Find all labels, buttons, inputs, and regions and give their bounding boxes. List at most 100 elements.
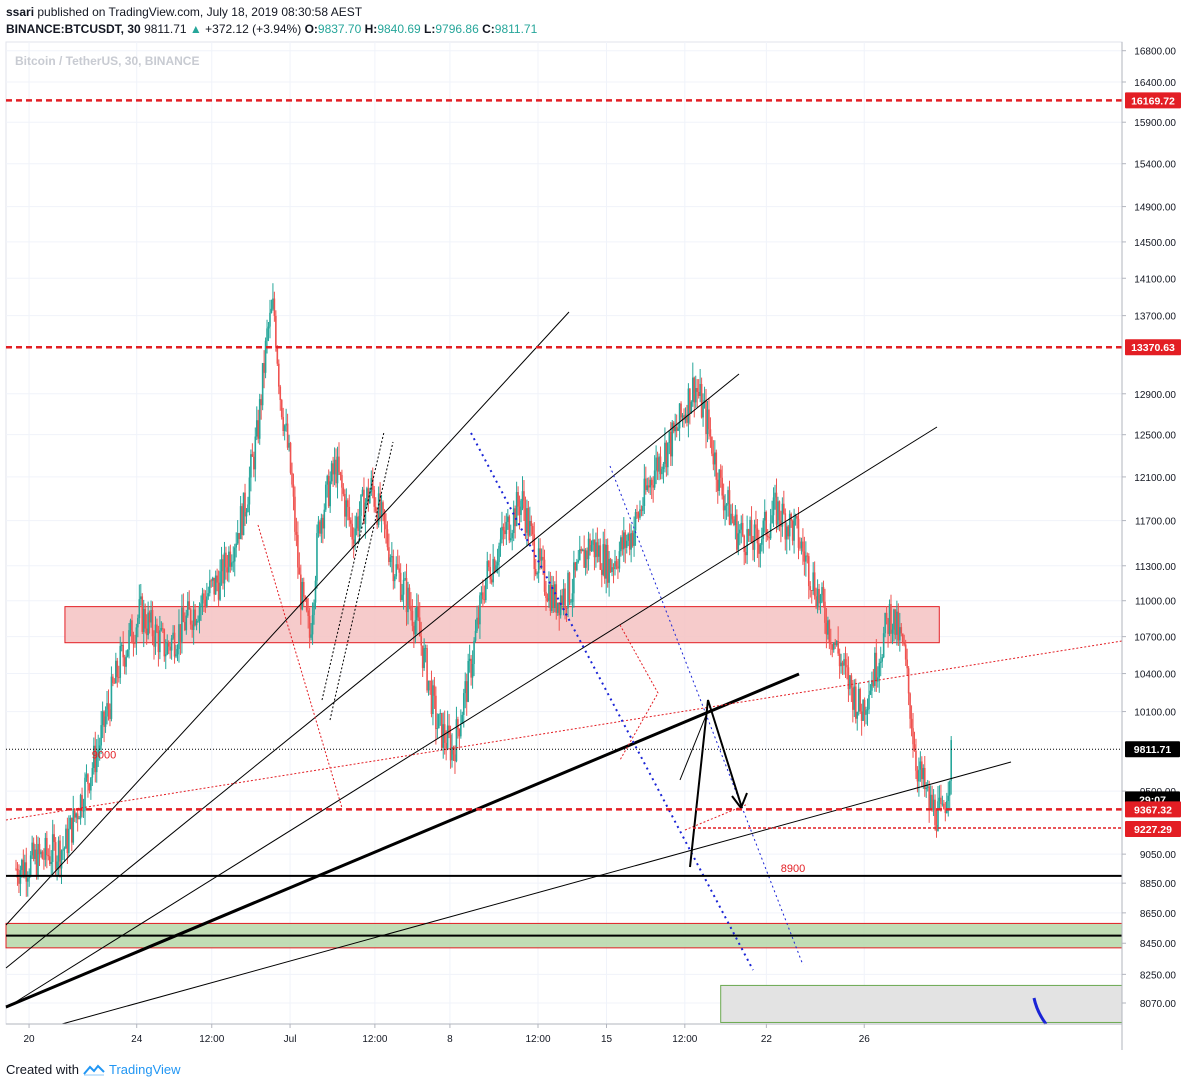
candle-body <box>107 703 110 710</box>
price-tick-label: 14900.00 <box>1134 203 1176 214</box>
candle-body <box>386 529 389 548</box>
candle-body <box>402 579 405 595</box>
candle-body <box>716 479 719 491</box>
candle-body <box>38 843 41 855</box>
interval-label[interactable]: 30 <box>127 22 141 36</box>
candle-body <box>266 328 268 341</box>
candle-body <box>857 688 860 712</box>
candle-body <box>157 631 160 653</box>
candle-body <box>194 609 196 626</box>
candle-body <box>843 659 845 666</box>
candle-body <box>211 577 214 581</box>
symbol-label[interactable]: BINANCE:BTCUSDT <box>6 22 121 36</box>
candle-body <box>543 559 546 592</box>
candle-body <box>935 825 938 832</box>
candle-body <box>495 565 497 572</box>
candle-body <box>443 724 446 743</box>
candle-body <box>639 509 641 518</box>
candle-body <box>436 728 439 730</box>
candle-body <box>292 484 295 497</box>
candle-body <box>150 609 152 623</box>
candle-body <box>79 795 82 819</box>
candle-body <box>336 456 339 484</box>
candle-body <box>200 603 202 608</box>
candle-body <box>612 567 615 570</box>
candle-body <box>25 862 28 882</box>
candle-body <box>944 808 947 813</box>
candle-body <box>201 593 204 604</box>
candle-body <box>81 795 83 811</box>
candle-body <box>923 767 926 790</box>
candle-body <box>307 610 309 616</box>
candle-body <box>860 711 863 721</box>
candle-body <box>69 817 72 829</box>
candle-body <box>203 593 205 600</box>
candle-body <box>323 509 326 529</box>
candle-body <box>392 556 395 582</box>
candle-body <box>505 521 508 535</box>
candle-body <box>29 855 32 875</box>
candle-body <box>272 298 274 309</box>
tradingview-logo-icon <box>83 1064 105 1075</box>
candle-body <box>415 606 418 621</box>
candle-body <box>338 456 340 473</box>
red-dotted-leg-1 <box>257 524 343 809</box>
black-dotted-leg-1 <box>321 431 385 701</box>
candle-body <box>504 530 506 535</box>
candle-body <box>135 627 138 644</box>
candle-body <box>724 505 726 511</box>
candle-body <box>849 675 851 690</box>
candle-body <box>308 615 311 638</box>
candle-body <box>207 593 210 597</box>
candle-body <box>948 780 951 796</box>
candle-body <box>556 602 559 613</box>
candle-body <box>324 484 327 510</box>
candle-body <box>818 588 820 604</box>
candle-body <box>531 526 534 535</box>
candle-body <box>333 459 336 475</box>
candle-body <box>448 725 450 735</box>
zone-resistance-zone <box>64 606 940 644</box>
candle-body <box>179 624 182 642</box>
candle-body <box>511 533 514 539</box>
candle-body <box>167 642 170 647</box>
candle-body <box>496 562 499 566</box>
candle-body <box>868 694 870 710</box>
candle-body <box>282 417 284 431</box>
candle-body <box>940 797 942 804</box>
candle-body <box>797 518 800 548</box>
candle-body <box>611 567 613 573</box>
candle-body <box>812 572 814 591</box>
candle-body <box>352 539 355 544</box>
candle-body <box>119 645 122 678</box>
candle-body <box>778 501 781 521</box>
candle-body <box>831 644 834 650</box>
candle-body <box>156 624 158 632</box>
candle-body <box>62 849 64 851</box>
time-tick-label: 26 <box>859 1034 871 1045</box>
candle-body <box>900 627 903 634</box>
candle-body <box>222 559 224 584</box>
candle-body <box>112 676 114 684</box>
tradingview-brand[interactable]: TradingView <box>108 1062 181 1077</box>
candle-body <box>799 547 801 549</box>
candle-body <box>526 508 528 533</box>
candle-body <box>410 605 412 611</box>
candle-body <box>520 500 522 515</box>
candle-body <box>465 681 468 702</box>
candle-body <box>73 808 76 818</box>
candle-body <box>796 515 798 519</box>
publisher-name[interactable]: ssari <box>6 5 35 19</box>
candle-body <box>815 596 817 608</box>
candle-body <box>239 506 242 540</box>
candle-body <box>587 538 590 560</box>
candle-body <box>821 587 823 596</box>
candle-body <box>941 803 944 805</box>
level-annotation: 9000 <box>92 749 116 761</box>
candle-body <box>699 383 701 396</box>
candle-body <box>286 423 289 448</box>
candle-body <box>906 659 908 669</box>
candle-body <box>509 538 512 541</box>
candle-body <box>141 596 144 632</box>
